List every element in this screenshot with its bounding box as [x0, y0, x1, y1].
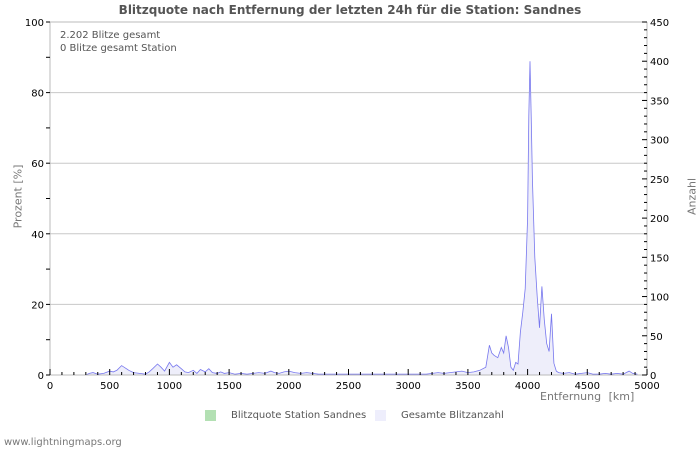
svg-text:450: 450	[650, 18, 669, 29]
svg-text:0: 0	[47, 381, 53, 392]
svg-text:3000: 3000	[395, 381, 420, 392]
svg-text:300: 300	[650, 136, 669, 147]
total-strikes-text: 2.202 Blitze gesamt	[60, 30, 161, 41]
legend-swatch-green	[205, 410, 216, 421]
chart-title: Blitzquote nach Entfernung der letzten 2…	[118, 3, 582, 17]
svg-text:4500: 4500	[575, 381, 600, 392]
legend-swatch-lavender	[375, 410, 386, 421]
x-axis-label: Entfernung [km]	[540, 390, 635, 403]
total-lightning-area	[85, 61, 638, 376]
legend-label: Gesamte Blitzanzahl	[401, 410, 504, 421]
station-strikes-text: 0 Blitze gesamt Station	[60, 43, 177, 54]
legend-item-total-count: Gesamte Blitzanzahl	[375, 410, 504, 421]
grid-lines	[50, 21, 647, 305]
svg-text:40: 40	[31, 230, 44, 241]
legend-item-station-rate: Blitzquote Station Sandnes	[205, 410, 366, 421]
svg-text:5000: 5000	[634, 381, 659, 392]
svg-text:150: 150	[650, 253, 669, 264]
svg-text:4000: 4000	[515, 381, 540, 392]
svg-text:250: 250	[650, 175, 669, 186]
svg-text:200: 200	[650, 214, 669, 225]
svg-text:0: 0	[38, 371, 44, 382]
svg-text:3500: 3500	[455, 381, 480, 392]
svg-text:20: 20	[31, 300, 44, 311]
svg-text:500: 500	[100, 381, 119, 392]
axes	[49, 21, 648, 376]
svg-text:0: 0	[650, 371, 656, 382]
svg-text:2500: 2500	[336, 381, 361, 392]
legend-label: Blitzquote Station Sandnes	[231, 410, 367, 421]
svg-text:100: 100	[650, 293, 669, 304]
svg-text:350: 350	[650, 96, 669, 107]
svg-text:80: 80	[31, 89, 44, 100]
svg-text:100: 100	[25, 18, 44, 29]
axis-ticks: 0 500 1000 1500 2000 2500 3000 3500 4000 4500 5000…	[25, 18, 669, 392]
y-axis-right-label: Anzahl	[685, 177, 699, 216]
y-axis-left-label: Prozent [%]	[11, 164, 25, 229]
svg-text:50: 50	[650, 332, 663, 343]
footer-site-link: www.lightningmaps.org	[4, 437, 122, 448]
svg-text:2000: 2000	[276, 381, 301, 392]
svg-text:1000: 1000	[157, 381, 182, 392]
svg-text:400: 400	[650, 57, 669, 68]
svg-text:60: 60	[31, 159, 44, 170]
svg-text:1500: 1500	[216, 381, 241, 392]
